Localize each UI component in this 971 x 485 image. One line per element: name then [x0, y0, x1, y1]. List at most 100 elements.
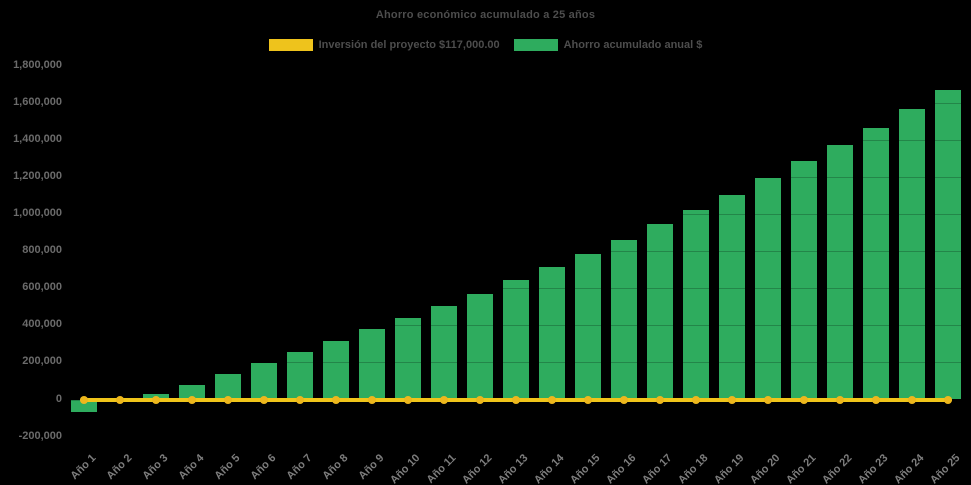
savings-bar	[827, 144, 853, 400]
chart-legend: Inversión del proyecto $117,000.00 Ahorr…	[0, 39, 971, 51]
x-axis-tick-label: Año 10	[388, 452, 423, 485]
y-axis-tick-label: 1,600,000	[13, 96, 62, 109]
legend-item-savings: Ahorro acumulado anual $	[513, 39, 703, 51]
x-axis-tick-label: Año 5	[212, 452, 243, 483]
y-axis-tick-label: 0	[55, 392, 62, 405]
savings-bar	[251, 363, 277, 400]
savings-bar	[647, 223, 673, 400]
legend-swatch-investment	[268, 39, 313, 51]
investment-line-marker	[656, 396, 664, 404]
y-axis-tick-label: 1,400,000	[13, 133, 62, 146]
savings-bar	[467, 293, 493, 400]
x-axis-tick-label: Año 25	[928, 452, 963, 485]
legend-label-savings: Ahorro acumulado anual $	[563, 39, 703, 51]
savings-bar	[503, 279, 529, 400]
x-axis-tick-label: Año 23	[856, 452, 891, 485]
gridline	[67, 103, 966, 105]
savings-bar	[323, 341, 349, 400]
investment-line-marker	[944, 396, 952, 404]
investment-line-marker	[548, 396, 556, 404]
savings-bar	[863, 127, 889, 400]
y-axis-tick-label: 200,000	[22, 355, 62, 368]
x-axis-tick-label: Año 13	[496, 452, 531, 485]
investment-line-marker	[260, 396, 268, 404]
savings-bar	[215, 374, 241, 400]
y-axis-tick-label: -200,000	[18, 429, 62, 442]
savings-bar	[899, 108, 925, 400]
savings-bar	[179, 384, 205, 400]
investment-line-marker	[440, 396, 448, 404]
investment-line-marker	[80, 396, 88, 404]
savings-bar	[755, 177, 781, 400]
legend-item-investment: Inversión del proyecto $117,000.00	[268, 39, 500, 51]
investment-line-marker	[692, 396, 700, 404]
x-axis-tick-label: Año 14	[532, 452, 567, 485]
x-axis-tick-label: Año 7	[284, 452, 315, 483]
legend-swatch-savings	[513, 39, 558, 51]
savings-bar	[287, 352, 313, 400]
x-axis-tick-label: Año 3	[140, 452, 171, 483]
investment-line-marker	[368, 396, 376, 404]
investment-line-marker	[116, 396, 124, 404]
investment-line-marker	[620, 396, 628, 404]
gridline	[67, 66, 966, 67]
gridline	[67, 436, 966, 438]
x-axis-tick-label: Año 17	[640, 452, 675, 485]
gridline	[67, 177, 966, 179]
x-axis-tick-label: Año 24	[892, 452, 927, 485]
investment-line-marker	[800, 396, 808, 404]
x-axis-tick-label: Año 18	[676, 452, 711, 485]
x-axis-tick-label: Año 11	[424, 452, 459, 485]
investment-line-marker	[296, 396, 304, 404]
savings-bar	[935, 90, 961, 400]
gridline	[67, 288, 966, 290]
savings-bar	[71, 399, 97, 413]
gridline	[67, 251, 966, 253]
savings-bar	[683, 210, 709, 400]
investment-line-marker	[332, 396, 340, 404]
x-axis-tick-label: Año 20	[748, 452, 783, 485]
x-axis-tick-label: Año 1	[68, 452, 99, 483]
y-axis-tick-label: 800,000	[22, 244, 62, 257]
gridline	[67, 325, 966, 327]
investment-line-marker	[764, 396, 772, 404]
x-axis-tick-label: Año 6	[248, 452, 279, 483]
savings-bar	[611, 239, 637, 400]
investment-line-marker	[584, 396, 592, 404]
x-axis-tick-label: Año 9	[356, 452, 387, 483]
x-axis-tick-label: Año 19	[712, 452, 747, 485]
investment-line-marker	[476, 396, 484, 404]
y-axis-tick-label: 400,000	[22, 318, 62, 331]
savings-bar	[431, 305, 457, 400]
investment-line-marker	[152, 396, 160, 404]
y-axis-tick-label: 1,800,000	[13, 59, 62, 71]
x-axis-tick-label: Año 15	[568, 452, 603, 485]
savings-bar	[395, 317, 421, 400]
gridline	[67, 140, 966, 142]
y-axis-tick-label: 1,000,000	[13, 207, 62, 220]
gridline	[67, 362, 966, 364]
x-axis-tick-label: Año 4	[176, 452, 207, 483]
investment-line-marker	[728, 396, 736, 404]
y-axis-tick-label: 600,000	[22, 281, 62, 294]
x-axis-tick-label: Año 12	[460, 452, 495, 485]
investment-line-marker	[404, 396, 412, 404]
investment-line-marker	[836, 396, 844, 404]
savings-bar	[539, 267, 565, 400]
chart-title: Ahorro económico acumulado a 25 años	[375, 9, 596, 21]
investment-line-marker	[908, 396, 916, 404]
x-axis-tick-label: Año 2	[104, 452, 135, 483]
savings-bar	[359, 329, 385, 400]
savings-bar	[719, 194, 745, 400]
y-axis-tick-label: 1,200,000	[13, 170, 62, 183]
gridline	[67, 214, 966, 216]
investment-line-marker	[872, 396, 880, 404]
x-axis-tick-label: Año 8	[320, 452, 351, 483]
savings-bar	[791, 160, 817, 400]
investment-line-marker	[224, 396, 232, 404]
x-axis-tick-label: Año 22	[820, 452, 855, 485]
x-axis-tick-label: Año 16	[604, 452, 639, 485]
investment-line-marker	[512, 396, 520, 404]
savings-bar	[575, 253, 601, 400]
